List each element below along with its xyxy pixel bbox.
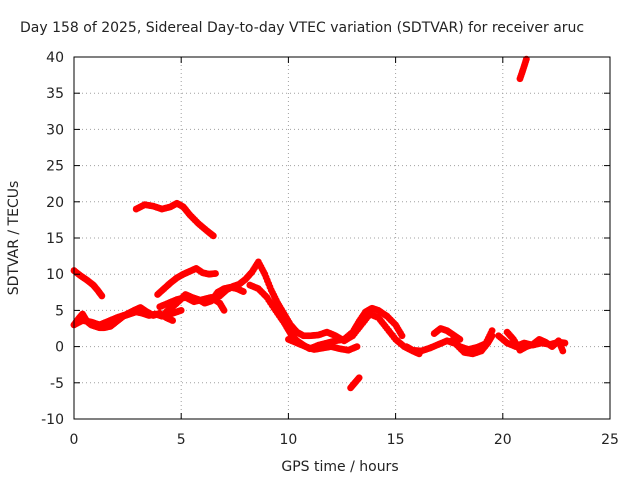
y-tick-label: 5: [55, 303, 64, 319]
y-tick-label: 10: [46, 267, 64, 283]
data-point: [456, 335, 464, 343]
series-arc-17: [516, 55, 530, 83]
y-tick-label: 40: [46, 50, 64, 66]
y-tick-label: 25: [46, 159, 64, 175]
data-point: [239, 288, 247, 295]
series-arc-16: [503, 328, 567, 355]
series-arc-11: [347, 374, 363, 392]
series-arc-3: [70, 304, 177, 329]
data-point: [488, 327, 496, 335]
y-tick-label: 30: [46, 122, 64, 138]
y-tick-label: 20: [46, 195, 64, 211]
series-arc-1: [70, 267, 106, 300]
x-tick-label: 25: [601, 432, 619, 448]
data-point: [559, 347, 567, 355]
data-point: [177, 307, 185, 314]
data-point: [209, 232, 217, 240]
axis-ticks: [73, 56, 611, 420]
data-point: [98, 292, 106, 300]
data-point: [353, 343, 361, 350]
data-point: [398, 332, 406, 340]
x-tick-label: 20: [494, 432, 512, 448]
chart-title: Day 158 of 2025, Sidereal Day-to-day VTE…: [20, 20, 584, 36]
data-point: [212, 270, 219, 277]
series-arc-5: [154, 265, 219, 298]
series-arc-7: [162, 283, 247, 316]
x-tick-label: 0: [70, 432, 79, 448]
series-arc-14: [447, 327, 496, 353]
series-arc-13: [430, 325, 464, 343]
x-tick-label: 10: [279, 432, 297, 448]
x-tick-label: 15: [387, 432, 405, 448]
data-points: [70, 55, 569, 392]
data-point: [220, 307, 228, 314]
x-axis-title: GPS time / hours: [281, 459, 398, 475]
grid-lines: [74, 57, 610, 419]
y-axis-title: SDTVAR / TECUs: [6, 181, 22, 296]
x-tick-label: 5: [177, 432, 186, 448]
y-tick-label: -5: [50, 376, 64, 392]
y-tick-label: 15: [46, 231, 64, 247]
series-arc-4: [132, 199, 217, 240]
series-arc-10: [285, 335, 361, 354]
y-tick-labels: -10 -5 0 5 10 15 20 25 30 35 40: [41, 50, 64, 428]
y-tick-label: 35: [46, 86, 64, 102]
y-tick-label: 0: [55, 340, 64, 356]
data-point: [355, 374, 363, 382]
x-tick-labels: 0 5 10 15 20 25: [70, 432, 619, 448]
data-point: [169, 317, 177, 324]
y-tick-label: -10: [41, 412, 64, 428]
